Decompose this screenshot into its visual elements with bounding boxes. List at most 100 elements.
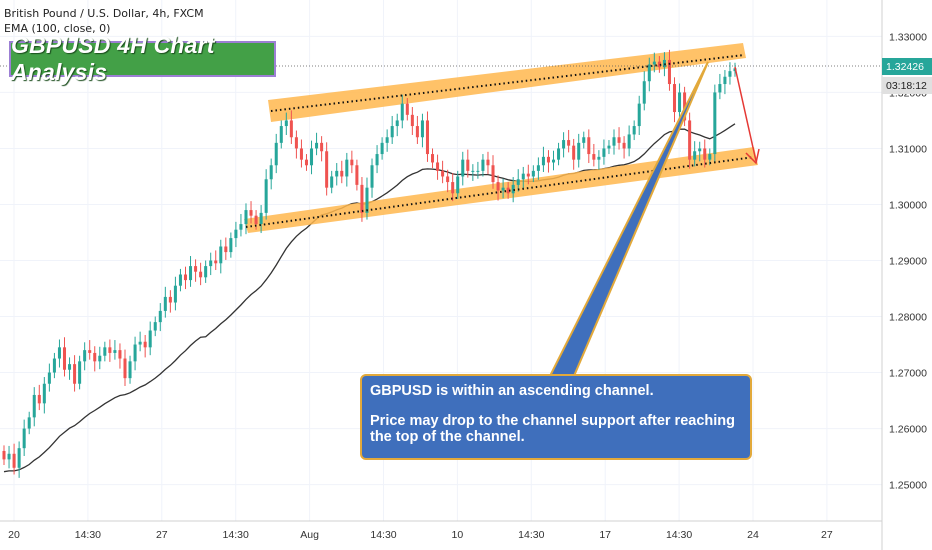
candle-up (375, 154, 379, 166)
candle-up (148, 330, 152, 348)
candle-up (718, 84, 722, 93)
candles-layer (2, 49, 737, 478)
candle-up (113, 350, 117, 353)
candle-down (123, 358, 127, 379)
candle-up (531, 170, 535, 177)
candle-up (562, 140, 566, 149)
candle-down (320, 142, 324, 152)
candle-up (269, 165, 273, 180)
candle-up (627, 134, 631, 149)
candle-up (68, 364, 72, 370)
candle-up (723, 76, 727, 85)
candle-down (340, 170, 344, 177)
candle-down (491, 165, 495, 183)
bar-countdown-tag: 03:18:12 (882, 77, 932, 94)
candle-down (93, 352, 97, 362)
candle-up (597, 156, 601, 160)
candle-up (153, 322, 157, 331)
candle-up (279, 126, 283, 143)
candle-up (7, 453, 11, 460)
candle-up (642, 81, 646, 104)
candle-up (501, 187, 505, 191)
x-tick-label: 14:30 (666, 529, 692, 541)
time-axis: 20 14:30 27 14:30 Aug 14:30 10 14:30 17 14:30 24 27 (8, 529, 833, 541)
channel-support-band (244, 147, 758, 233)
y-tick-label: 1.31000 (889, 143, 927, 155)
y-tick-label: 1.29000 (889, 256, 927, 268)
x-tick-label: Aug (300, 529, 319, 541)
candle-down (73, 364, 77, 384)
forecast-arrow-line (734, 66, 757, 162)
candle-up (541, 156, 545, 166)
candle-up (234, 229, 238, 239)
candle-up (163, 296, 167, 311)
candle-up (204, 266, 208, 278)
candle-up (138, 341, 142, 345)
candle-down (224, 246, 228, 253)
candle-down (506, 187, 510, 194)
chart-grid (0, 0, 882, 521)
candle-up (219, 246, 223, 264)
candle-up (98, 355, 102, 362)
candle-down (703, 148, 707, 160)
y-tick-label: 1.27000 (889, 368, 927, 380)
candle-down (88, 350, 92, 353)
candle-up (461, 159, 465, 177)
candle-up (310, 148, 314, 166)
candle-up (57, 347, 61, 359)
resistance-dotted-line (270, 54, 745, 112)
candle-down (168, 296, 172, 303)
symbol-title: British Pound / U.S. Dollar, 4h, FXCM (4, 7, 204, 20)
candle-down (62, 347, 67, 370)
candle-up (647, 64, 651, 82)
candle-down (451, 182, 455, 194)
candle-up (365, 187, 369, 213)
candle-up (728, 71, 732, 77)
candle-up (521, 173, 525, 180)
x-tick-label: 14:30 (518, 529, 544, 541)
candle-up (385, 137, 389, 143)
candle-up (173, 285, 177, 303)
candle-up (471, 170, 475, 172)
candle-down (405, 103, 409, 115)
x-tick-label: 24 (747, 529, 759, 541)
candle-up (698, 148, 702, 152)
candle-down (325, 151, 329, 188)
candle-up (335, 170, 339, 177)
analysis-callout: GBPUSD is within an ascending channel. P… (360, 374, 752, 460)
candle-up (481, 159, 485, 171)
current-price-tag: 1.32426 (882, 58, 932, 75)
candle-down (299, 148, 303, 160)
candle-up (17, 448, 21, 468)
candle-up (395, 120, 399, 127)
candle-up (27, 417, 31, 429)
candle-up (22, 428, 26, 449)
candle-up (390, 126, 394, 138)
y-tick-label: 1.33000 (889, 31, 927, 43)
candle-down (496, 182, 500, 191)
candle-up (516, 179, 520, 185)
candle-up (632, 126, 636, 135)
forecast-arrow-head (745, 148, 760, 165)
candle-up (456, 176, 460, 194)
candle-up (178, 274, 182, 286)
analysis-title: GBPUSD 4H Chart Analysis (11, 32, 215, 85)
candle-up (158, 310, 162, 323)
candle-up (637, 103, 641, 127)
candle-down (304, 159, 308, 166)
candle-down (360, 184, 364, 213)
candle-up (133, 344, 137, 362)
candle-down (199, 271, 203, 278)
drawings-layer (0, 54, 882, 377)
candle-up (239, 224, 243, 230)
candle-up (582, 137, 586, 143)
candle-down (118, 350, 122, 359)
candle-down (667, 59, 671, 85)
candle-down (657, 61, 661, 68)
channel-resistance-band (268, 43, 746, 122)
candle-up (259, 212, 263, 225)
candle-up (713, 92, 717, 155)
candle-down (410, 114, 414, 127)
candle-up (693, 151, 697, 160)
